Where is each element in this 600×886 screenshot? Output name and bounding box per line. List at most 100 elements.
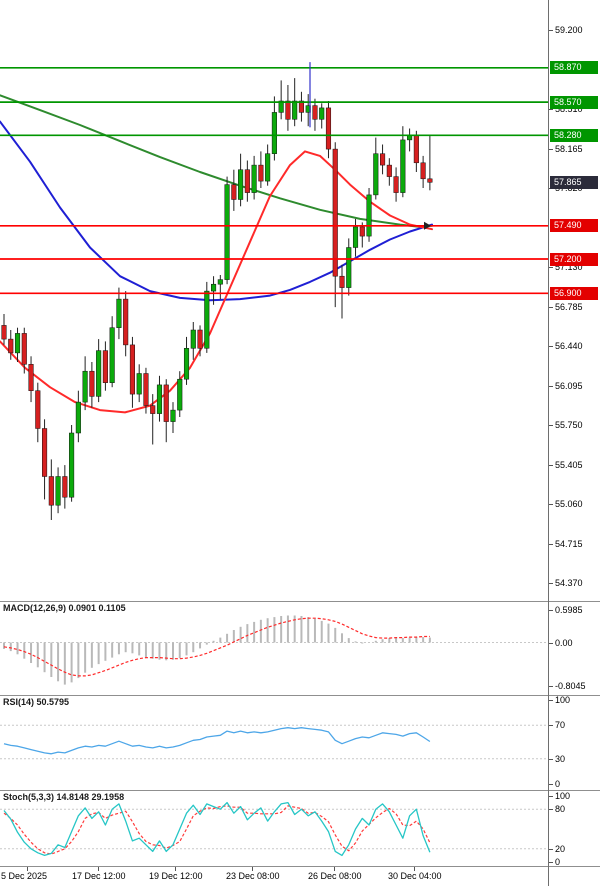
candle-bearish	[102, 350, 108, 383]
rsi-line	[3, 727, 431, 755]
panel-divider	[0, 601, 600, 602]
candle-bearish	[231, 184, 237, 200]
candle-bullish	[217, 279, 223, 285]
candle-bullish	[292, 100, 298, 120]
price-tick-mark	[549, 267, 553, 268]
stoch-d-line	[3, 805, 431, 855]
price-tick-label: 56.095	[555, 380, 583, 391]
price-tick-mark	[549, 148, 553, 150]
stoch-k-line	[3, 801, 431, 857]
candle-bullish	[156, 384, 163, 414]
rsi-tick-label: 70	[555, 720, 566, 731]
price-axis-column: 59.20058.51058.16557.82057.13056.78556.4…	[548, 0, 600, 886]
price-tick-label: 57.130	[555, 262, 583, 272]
stoch-tick-mark	[549, 809, 553, 811]
time-axis-label: 19 Dec 12:00	[149, 871, 203, 881]
price-tick-label: 54.715	[555, 538, 583, 549]
candle-bullish	[319, 107, 325, 120]
candle-bullish	[55, 476, 61, 506]
candle-bullish	[373, 153, 379, 196]
candle-bearish	[8, 338, 14, 354]
stoch-tick-label: 100	[555, 791, 571, 801]
candle-bearish	[285, 100, 291, 120]
candle-bearish	[339, 275, 345, 288]
resistance-price-badge[interactable]: 58.280	[550, 128, 598, 142]
time-axis-label: 5 Dec 2025	[1, 871, 48, 881]
candle-bearish	[413, 135, 419, 164]
candle-bearish	[89, 370, 95, 397]
rsi-tick-label: 30	[555, 753, 566, 764]
candle-bearish	[386, 164, 392, 177]
rsi-tick-mark	[549, 700, 553, 701]
time-tick-mark	[27, 867, 28, 871]
candle-bullish	[224, 184, 230, 280]
macd-chart	[0, 615, 548, 685]
time-axis: 5 Dec 2025 17 Dec 12:00 19 Dec 12:00 23 Dec…	[0, 866, 600, 886]
ma-medium-blue	[0, 120, 433, 302]
candle-bullish	[14, 333, 21, 354]
rsi-tick-label: 100	[555, 695, 571, 705]
candle-bearish	[42, 428, 48, 477]
time-axis-label: 17 Dec 12:00	[72, 871, 126, 881]
price-tick-mark	[549, 385, 553, 387]
stoch-tick-mark	[549, 862, 553, 863]
price-tick-mark	[549, 306, 553, 308]
price-tick-mark	[549, 30, 553, 31]
price-tick-label: 58.510	[555, 104, 583, 114]
rsi-tick-mark	[549, 758, 553, 760]
candle-bullish	[177, 378, 183, 411]
macd-signal-line	[3, 617, 430, 677]
price-tick-mark	[549, 583, 553, 584]
candle-bullish	[366, 194, 372, 237]
candle-bullish	[69, 432, 75, 498]
price-tick-mark	[549, 425, 553, 426]
candle-bullish	[170, 409, 176, 422]
price-tick-label: 55.405	[555, 459, 583, 470]
price-tick-label: 58.165	[555, 143, 583, 154]
candle-bullish	[82, 370, 88, 403]
time-tick-mark	[414, 867, 415, 871]
candle-bearish	[258, 164, 264, 182]
candle-bullish	[183, 348, 190, 380]
candle-bullish	[211, 283, 217, 292]
candle-bearish	[420, 162, 426, 180]
price-tick-label: 54.370	[555, 578, 583, 588]
candle-bearish	[298, 100, 304, 113]
candle-bearish	[427, 178, 433, 183]
time-axis-label: 23 Dec 08:00	[226, 871, 280, 881]
arrow-marker	[424, 221, 431, 230]
resistance-price-badge[interactable]: 58.870	[550, 61, 598, 75]
candle-bearish	[143, 373, 149, 406]
stoch-tick-mark	[549, 796, 553, 797]
price-tick-label: 55.060	[555, 499, 583, 509]
support-price-badge[interactable]: 56.900	[550, 286, 598, 300]
time-tick-mark	[252, 867, 253, 871]
candle-bullish	[278, 100, 284, 113]
rsi-tick-label: 0	[555, 779, 561, 789]
time-axis-label: 30 Dec 04:00	[388, 871, 442, 881]
candle-bullish	[204, 290, 210, 349]
support-price-badge[interactable]: 57.490	[550, 219, 598, 233]
candle-bearish	[28, 364, 34, 391]
candle-bearish	[197, 329, 203, 349]
candle-bullish	[271, 112, 277, 154]
time-tick-mark	[175, 867, 176, 871]
candle-bullish	[190, 329, 196, 349]
price-tick-mark	[549, 504, 553, 505]
candle-bearish	[62, 476, 68, 498]
support-price-badge[interactable]: 57.200	[550, 252, 598, 266]
resistance-price-badge[interactable]: 58.570	[550, 95, 598, 109]
rsi-indicator-label: RSI(14) 50.5795	[3, 697, 70, 707]
macd-tick-label: -0.8045	[555, 680, 586, 691]
candle-bullish	[400, 139, 406, 193]
candle-bullish	[346, 247, 352, 288]
candle-bullish	[96, 350, 102, 397]
macd-tick-label: 0.5985	[555, 605, 583, 616]
stoch-tick-mark	[549, 848, 553, 850]
price-tick-mark	[549, 543, 553, 545]
candle-bullish	[116, 298, 122, 328]
candle-bearish	[1, 325, 7, 340]
price-tick-label: 55.750	[555, 420, 583, 430]
rsi-chart	[0, 724, 548, 760]
